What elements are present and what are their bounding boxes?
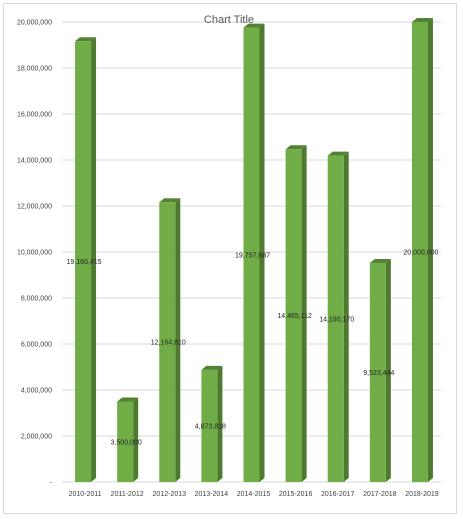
- bar-side-face: [133, 397, 139, 482]
- bar-front-face: [327, 155, 344, 482]
- bars: [75, 18, 433, 483]
- bar-front-face: [159, 202, 176, 483]
- bar-top-face: [411, 18, 433, 22]
- bar-side-face: [217, 365, 223, 482]
- bar-side-face: [343, 151, 349, 482]
- bar-top-face: [285, 145, 307, 150]
- bar-2010-2011: [75, 37, 97, 482]
- bar-front-face: [285, 149, 302, 482]
- bar-top-face: [327, 151, 349, 156]
- y-tick-label: 8,000,000: [21, 296, 52, 303]
- y-tick-label: 6,000,000: [21, 342, 52, 349]
- bar-top-face: [243, 23, 265, 28]
- bar-2015-2016: [285, 145, 307, 482]
- x-tick-label: 2011-2012: [111, 491, 144, 498]
- bar-2013-2014: [201, 365, 223, 482]
- y-tick-label: 16,000,000: [17, 112, 52, 119]
- bar-side-face: [301, 145, 307, 482]
- bar-2012-2013: [159, 198, 181, 483]
- data-label: 14,465,112: [277, 313, 312, 320]
- bar-2016-2017: [327, 151, 349, 482]
- bar-side-face: [175, 198, 181, 483]
- y-axis-tick-labels: - 2,000,000 4,000,000 6,000,000 8,000,000 10,…: [17, 20, 53, 487]
- y-tick-label: 2,000,000: [21, 434, 52, 441]
- x-tick-label: 2012-2013: [153, 491, 187, 498]
- y-tick-label: 4,000,000: [21, 388, 52, 395]
- bar-side-face: [91, 37, 97, 482]
- x-axis-tick-labels: 2010-2011 2011-2012 2012-2013 2013-2014 2014…: [69, 491, 439, 498]
- x-tick-label: 2017-2018: [363, 491, 397, 498]
- bar-top-face: [201, 365, 223, 370]
- bar-side-face: [259, 23, 265, 482]
- bar-front-face: [411, 22, 428, 482]
- x-tick-label: 2010-2011: [69, 491, 102, 498]
- data-label: 9,523,444: [363, 370, 394, 377]
- y-tick-label: 12,000,000: [17, 204, 52, 211]
- y-tick-label: 20,000,000: [17, 20, 52, 27]
- data-label: 3,500,000: [111, 439, 142, 446]
- bar-front-face: [75, 41, 92, 482]
- data-label: 12,164,810: [151, 340, 186, 347]
- data-labels: 19,160,415 3,500,000 12,164,810 4,873,818 19…: [67, 250, 439, 447]
- y-tick-label: 10,000,000: [17, 250, 52, 257]
- data-label: 4,873,818: [195, 423, 226, 430]
- y-tick-label: 18,000,000: [17, 66, 52, 73]
- bar-front-face: [201, 369, 218, 482]
- x-tick-label: 2013-2014: [195, 491, 229, 498]
- bar-top-face: [117, 397, 139, 402]
- bar-side-face: [385, 258, 391, 482]
- data-label: 19,757,687: [235, 252, 270, 259]
- bar-2011-2012: [117, 397, 139, 482]
- x-tick-label: 2016-2017: [321, 491, 355, 498]
- data-label: 20,000,000: [403, 250, 438, 257]
- x-tick-label: 2015-2016: [279, 491, 313, 498]
- bar-side-face: [427, 18, 433, 482]
- y-tick-label: 14,000,000: [17, 158, 52, 165]
- bar-front-face: [243, 27, 260, 482]
- chart-title: Chart Title: [204, 14, 254, 26]
- bar-2017-2018: [369, 258, 391, 482]
- bar-front-face: [369, 262, 386, 482]
- x-tick-label: 2018-2019: [405, 491, 439, 498]
- bar-top-face: [369, 258, 391, 263]
- y-tick-label: -: [50, 480, 53, 487]
- bar-2014-2015: [243, 23, 265, 482]
- data-label: 14,190,170: [319, 316, 354, 323]
- bar-top-face: [75, 37, 97, 42]
- bar-2018-2019: [411, 18, 433, 482]
- data-label: 19,160,415: [67, 259, 102, 266]
- bar-front-face: [117, 401, 134, 482]
- x-tick-label: 2014-2015: [237, 491, 271, 498]
- bar-top-face: [159, 198, 181, 203]
